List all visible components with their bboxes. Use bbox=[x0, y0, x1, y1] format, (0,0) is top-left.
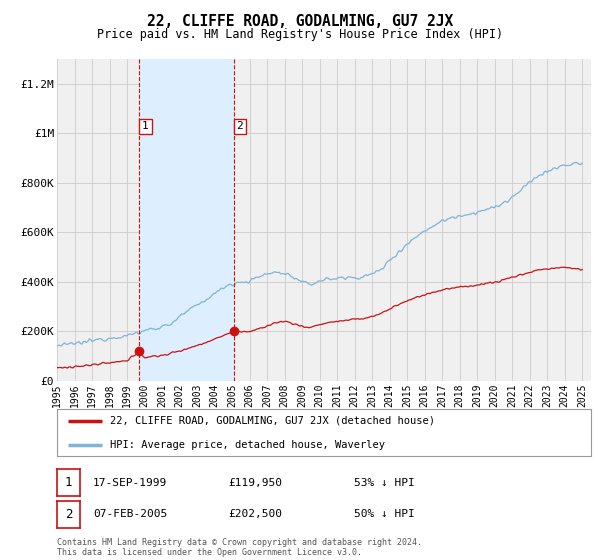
Text: 1: 1 bbox=[65, 476, 72, 489]
Text: 1: 1 bbox=[142, 122, 149, 132]
Text: 53% ↓ HPI: 53% ↓ HPI bbox=[354, 478, 415, 488]
Text: 50% ↓ HPI: 50% ↓ HPI bbox=[354, 510, 415, 520]
Text: 2: 2 bbox=[236, 122, 243, 132]
Text: 22, CLIFFE ROAD, GODALMING, GU7 2JX (detached house): 22, CLIFFE ROAD, GODALMING, GU7 2JX (det… bbox=[110, 416, 436, 426]
Text: 17-SEP-1999: 17-SEP-1999 bbox=[93, 478, 167, 488]
Text: £202,500: £202,500 bbox=[228, 510, 282, 520]
Text: 22, CLIFFE ROAD, GODALMING, GU7 2JX: 22, CLIFFE ROAD, GODALMING, GU7 2JX bbox=[147, 14, 453, 29]
Text: HPI: Average price, detached house, Waverley: HPI: Average price, detached house, Wave… bbox=[110, 440, 385, 450]
Text: 2: 2 bbox=[65, 508, 72, 521]
Text: Contains HM Land Registry data © Crown copyright and database right 2024.
This d: Contains HM Land Registry data © Crown c… bbox=[57, 538, 422, 557]
Text: £119,950: £119,950 bbox=[228, 478, 282, 488]
Text: Price paid vs. HM Land Registry's House Price Index (HPI): Price paid vs. HM Land Registry's House … bbox=[97, 28, 503, 41]
Bar bbox=[139, 59, 234, 381]
Text: 07-FEB-2005: 07-FEB-2005 bbox=[93, 510, 167, 520]
